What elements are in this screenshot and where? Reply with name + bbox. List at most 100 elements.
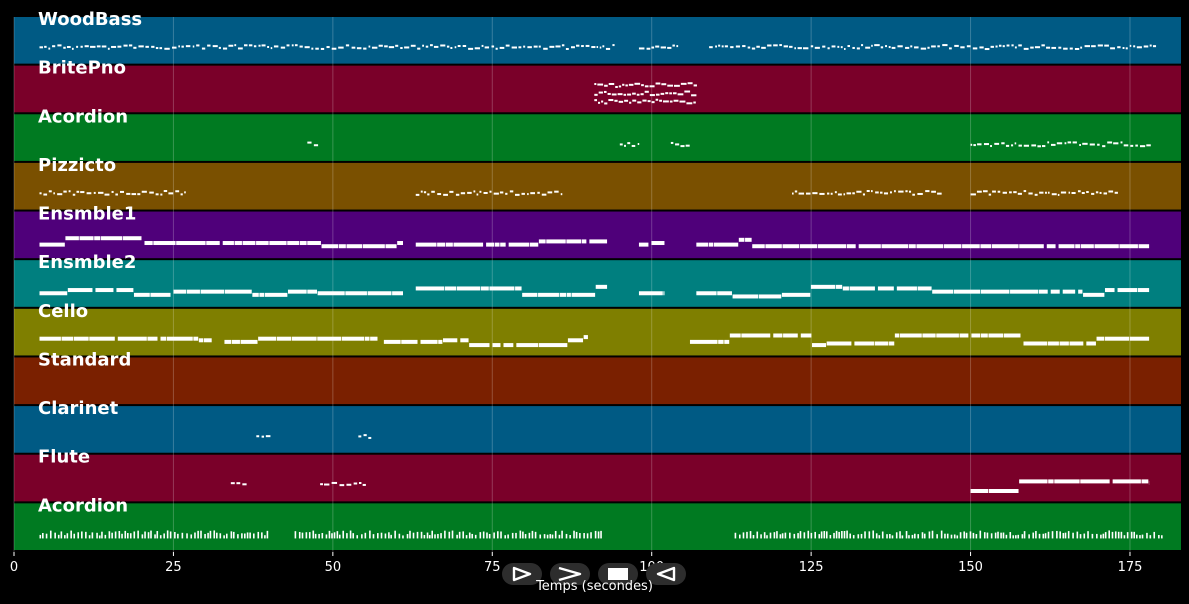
play-button[interactable]	[502, 563, 542, 585]
note	[944, 533, 946, 539]
note	[797, 47, 802, 50]
note	[253, 533, 255, 539]
note	[45, 533, 48, 539]
note	[1005, 144, 1010, 147]
x-tick-label: 0	[10, 560, 18, 575]
note	[646, 47, 651, 50]
note	[368, 436, 372, 439]
note	[1102, 533, 1105, 539]
note	[992, 190, 996, 193]
note	[155, 47, 159, 50]
note	[521, 192, 525, 195]
note	[163, 190, 168, 193]
note	[651, 101, 655, 104]
note	[96, 45, 101, 48]
note	[579, 533, 581, 539]
note	[916, 244, 944, 249]
note	[1023, 47, 1029, 50]
note	[1107, 141, 1113, 144]
note	[372, 534, 375, 539]
note	[1102, 145, 1106, 148]
note	[1080, 46, 1083, 49]
note	[1074, 47, 1080, 50]
note	[793, 533, 796, 539]
note	[1005, 534, 1008, 539]
note	[634, 82, 641, 85]
note	[611, 93, 617, 96]
note	[86, 192, 92, 195]
track-label: Cello	[38, 301, 88, 322]
note	[1010, 289, 1038, 294]
note	[608, 82, 615, 85]
note	[259, 292, 265, 297]
note	[147, 336, 158, 341]
note	[751, 47, 756, 50]
track-lane	[14, 260, 1181, 307]
note	[1041, 145, 1046, 148]
note	[416, 531, 419, 539]
note	[984, 48, 990, 51]
note	[449, 190, 454, 193]
note	[1138, 244, 1150, 249]
stop-button[interactable]	[598, 563, 638, 585]
note	[123, 236, 142, 241]
note	[1095, 191, 1099, 194]
note	[371, 46, 378, 49]
note	[149, 191, 154, 194]
note	[460, 338, 469, 343]
note	[969, 531, 972, 539]
note	[1071, 192, 1076, 195]
note	[479, 190, 482, 193]
note	[640, 93, 644, 96]
note	[1038, 289, 1048, 294]
note	[137, 530, 139, 539]
note	[636, 93, 640, 96]
note	[228, 44, 234, 47]
note	[444, 530, 446, 539]
note	[197, 530, 199, 539]
note	[803, 532, 806, 539]
note	[317, 291, 345, 296]
rewind-button[interactable]	[646, 563, 686, 585]
play-back-outline-icon	[656, 566, 676, 582]
note	[257, 531, 260, 539]
note	[492, 343, 501, 348]
note	[315, 47, 319, 50]
note	[175, 190, 180, 193]
note	[660, 92, 665, 95]
note	[1082, 142, 1088, 145]
note	[546, 239, 566, 244]
note	[861, 44, 864, 47]
note	[922, 333, 936, 338]
forward-button[interactable]	[550, 563, 590, 585]
note	[860, 533, 863, 539]
note	[481, 44, 484, 47]
note	[222, 241, 234, 246]
note	[660, 46, 666, 49]
note	[1117, 46, 1121, 49]
note	[665, 92, 669, 95]
note	[769, 532, 772, 539]
note	[298, 531, 301, 539]
note	[849, 533, 852, 539]
note	[617, 93, 623, 96]
note	[72, 193, 76, 196]
note	[575, 531, 578, 539]
note	[1003, 333, 1021, 338]
note	[1146, 532, 1148, 539]
note	[1056, 142, 1063, 145]
note	[270, 47, 273, 50]
note	[93, 191, 96, 194]
track-lane	[14, 503, 1181, 550]
note	[1060, 191, 1067, 194]
note	[953, 289, 981, 294]
note	[625, 84, 628, 87]
note	[186, 533, 188, 539]
note	[874, 341, 889, 346]
note	[1047, 341, 1059, 346]
note	[595, 284, 608, 289]
note	[49, 530, 52, 539]
note	[983, 143, 989, 146]
track-lane	[14, 17, 1181, 64]
